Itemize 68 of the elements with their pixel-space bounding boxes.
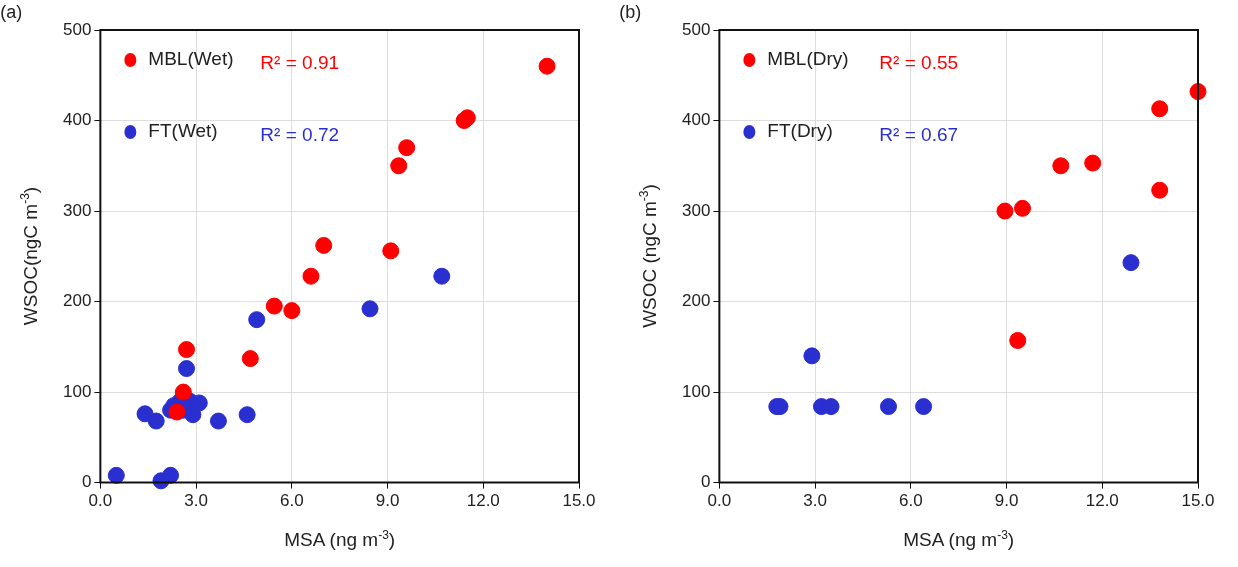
x-tick-label: 3.0	[184, 491, 208, 511]
point	[147, 412, 165, 430]
point	[162, 466, 180, 484]
x-tick-label: 12.0	[466, 491, 500, 511]
point	[168, 403, 186, 421]
y-tick-label: 100	[681, 381, 711, 401]
x-tick-label: 6.0	[899, 491, 923, 511]
point	[1014, 199, 1031, 217]
x-tick-label: 15.0	[562, 491, 596, 511]
point	[178, 360, 196, 378]
point	[803, 347, 821, 365]
annotation: R² = 0.72	[260, 124, 340, 146]
y-tick-label: 400	[681, 110, 711, 130]
point	[915, 398, 933, 416]
point	[361, 300, 379, 318]
point	[107, 466, 125, 484]
legend-label: FT(Dry)	[767, 120, 833, 142]
x-tick-label: 6.0	[280, 491, 304, 511]
point	[433, 267, 451, 285]
point	[283, 302, 301, 320]
point	[1009, 331, 1027, 349]
point	[398, 139, 416, 157]
x-tick-label: 9.0	[375, 491, 400, 511]
y-tick-label: 500	[681, 19, 711, 39]
x-tick-label: 3.0	[803, 491, 827, 511]
point	[248, 311, 266, 329]
point	[178, 341, 196, 359]
point	[302, 267, 320, 285]
y-tick-label: 0	[81, 472, 92, 492]
y-tick-label: 100	[62, 381, 92, 401]
x-tick-label: 15.0	[1181, 491, 1215, 511]
point	[238, 406, 256, 424]
y-tick-label: 500	[62, 19, 92, 39]
y-tick-label: 0	[700, 472, 711, 492]
x-tick-label: 0.0	[707, 491, 732, 511]
point	[174, 383, 192, 401]
legend-label: FT(Wet)	[148, 120, 218, 142]
point	[1122, 254, 1140, 272]
annotation: R² = 0.67	[879, 124, 959, 146]
y-tick-label: 400	[62, 110, 92, 130]
point	[265, 297, 283, 315]
point	[1084, 154, 1102, 172]
y-tick-label: 200	[62, 291, 92, 311]
y-tick-label: 200	[681, 291, 711, 311]
point	[315, 236, 333, 254]
y-tick-label: 300	[681, 200, 711, 220]
legend-label: MBL(Wet)	[148, 48, 234, 70]
point	[879, 398, 897, 416]
annotation: R² = 0.91	[260, 52, 340, 74]
annotation: R² = 0.55	[879, 52, 959, 74]
x-tick-label: 12.0	[1085, 491, 1119, 511]
x-tick-label: 0.0	[88, 491, 113, 511]
point	[390, 157, 408, 175]
point	[209, 412, 227, 430]
x-axis-title: MSA (ng m$^{-3}$)	[903, 528, 1015, 552]
point	[1151, 100, 1169, 118]
y-tick-label: 300	[62, 200, 92, 220]
point	[538, 57, 556, 75]
x-tick-label: 9.0	[994, 491, 1019, 511]
point	[1052, 157, 1070, 175]
point	[996, 202, 1014, 220]
point	[1151, 181, 1169, 199]
x-axis-title: MSA (ng m$^{-3}$)	[284, 528, 396, 552]
point	[241, 350, 259, 368]
legend-label: MBL(Dry)	[767, 48, 849, 70]
point	[382, 242, 400, 260]
chart-title: (b)	[619, 2, 642, 23]
chart-title: (a)	[0, 2, 23, 23]
